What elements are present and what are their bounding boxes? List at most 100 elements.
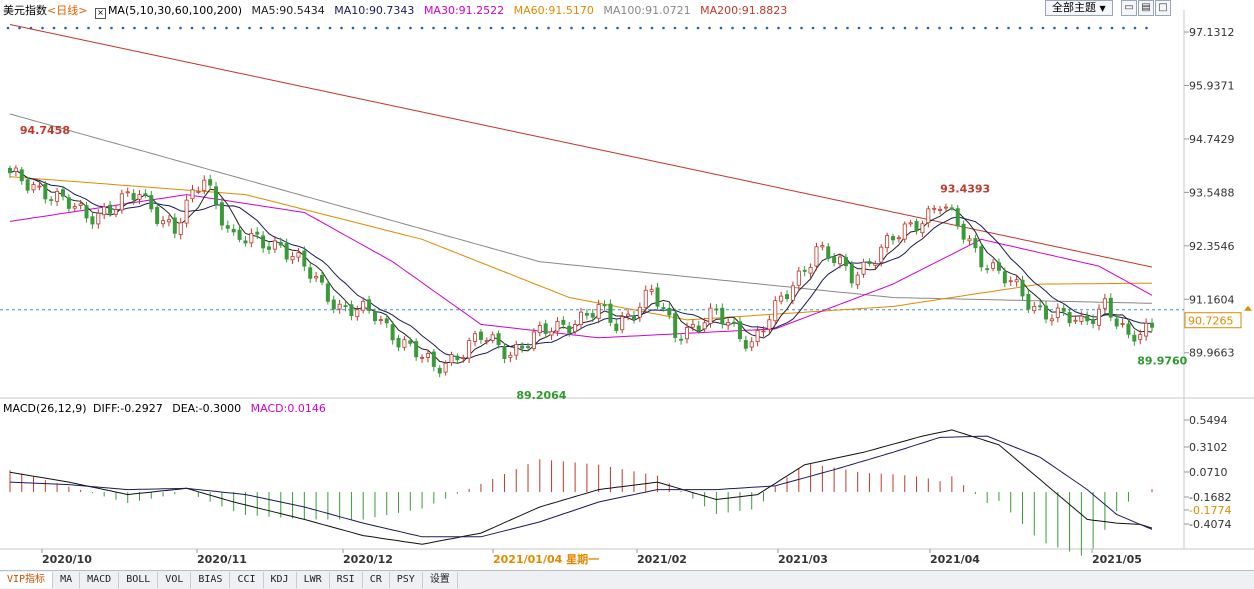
candle-body	[361, 300, 366, 311]
tab-10[interactable]: CR	[363, 572, 390, 588]
marker-dot	[972, 26, 976, 30]
candle-body	[420, 356, 425, 359]
tab-8[interactable]: LWR	[297, 572, 330, 588]
candle-body	[1061, 307, 1066, 312]
candle-body	[184, 199, 189, 224]
candle-body	[1079, 315, 1084, 322]
candle-body	[431, 351, 436, 367]
tab-2[interactable]: MACD	[80, 572, 120, 588]
tab-5[interactable]: BIAS	[191, 572, 231, 588]
marker-dot	[317, 26, 320, 30]
candle-body	[325, 283, 330, 302]
theme-dropdown[interactable]: 全部主题 ▼	[1045, 0, 1113, 16]
period-label[interactable]: <日线>	[47, 4, 88, 17]
marker-dot	[662, 26, 665, 30]
candle-body	[90, 216, 95, 225]
price-tick-label: 93.5488	[1189, 186, 1235, 199]
candle-body	[161, 220, 166, 225]
candle-body	[302, 250, 307, 267]
chart-canvas[interactable]: 97.1312 95.9371 94.7429 93.5488 92.3546 91.16…	[0, 0, 1254, 570]
candle-body	[537, 325, 542, 334]
marker-dot	[1076, 26, 1079, 30]
restore-icon[interactable]: ▭	[1121, 0, 1137, 16]
candle-body	[102, 206, 107, 216]
marker-dot	[869, 26, 872, 30]
marker-dot	[696, 26, 700, 30]
price-tick-label: 89.9663	[1189, 347, 1235, 360]
candle-body	[1138, 334, 1143, 340]
candle-body	[166, 219, 171, 223]
candle-body	[384, 318, 389, 324]
marker-dot	[1087, 26, 1091, 30]
candle-body	[949, 207, 954, 210]
candle-body	[720, 307, 725, 325]
candle-body	[396, 337, 401, 348]
time-label: 2021/05	[1092, 553, 1142, 566]
maximize-icon[interactable]: □	[1155, 0, 1171, 16]
candle-body	[108, 204, 113, 214]
marker-dot	[524, 26, 527, 30]
candle-body	[979, 246, 984, 268]
candle-body	[290, 256, 295, 261]
candle-body	[890, 236, 895, 241]
tile-icon[interactable]: ▤	[1138, 0, 1154, 16]
marker-dot	[1110, 26, 1114, 30]
time-label: 2021/03	[778, 553, 828, 566]
candle-body	[1055, 307, 1060, 318]
macd-label: MACD(26,12,9)	[3, 402, 87, 415]
marker-dot	[1145, 26, 1148, 30]
candle-body	[1126, 323, 1131, 335]
tab-3[interactable]: BOLL	[119, 572, 159, 588]
candle-body	[1097, 308, 1102, 326]
marker-dot	[455, 26, 458, 30]
candle-body	[219, 202, 224, 226]
candle-body	[849, 263, 854, 284]
marker-dot	[144, 26, 148, 30]
tab-11[interactable]: PSY	[390, 572, 423, 588]
candle-body	[726, 322, 731, 326]
marker-dot	[581, 26, 585, 30]
marker-dot	[386, 26, 389, 30]
macd-tick-label: 0.0710	[1189, 466, 1228, 479]
tab-1[interactable]: MA	[53, 572, 81, 588]
marker-dot	[570, 26, 573, 30]
marker-dot	[593, 26, 596, 30]
candle-body	[531, 331, 536, 349]
marker-dot	[915, 26, 918, 30]
candle-body	[19, 169, 24, 182]
candle-body	[355, 309, 360, 318]
annotation-high-1: 94.7458	[20, 124, 70, 137]
tab-6[interactable]: CCI	[230, 572, 264, 588]
candle-body	[319, 275, 324, 283]
marker-dot	[1122, 26, 1125, 30]
ma10-value: MA10:90.7343	[334, 4, 415, 17]
candle-body	[190, 189, 195, 200]
candle-body	[261, 235, 266, 249]
tab-4[interactable]: VOL	[158, 572, 192, 588]
marker-dot	[328, 26, 332, 30]
current-price-box	[1184, 312, 1242, 329]
candle-body	[896, 237, 901, 240]
marker-dot	[639, 26, 642, 30]
marker-dot	[6, 26, 10, 30]
tab-0[interactable]: VIP指标	[0, 572, 54, 588]
candle-body	[196, 190, 201, 193]
marker-dot	[432, 26, 435, 30]
marker-dot	[87, 26, 90, 30]
marker-dot	[443, 26, 447, 30]
tab-9[interactable]: RSI	[330, 572, 363, 588]
marker-dot	[1041, 26, 1045, 30]
candle-body	[1032, 306, 1037, 312]
candle-body	[1132, 334, 1137, 342]
candle-body	[649, 289, 654, 292]
marker-dot	[846, 26, 849, 30]
marker-dot	[765, 26, 769, 30]
candle-body	[202, 179, 207, 191]
candle-body	[502, 346, 507, 359]
ma-settings-icon[interactable]: ×	[94, 8, 106, 19]
tab-7[interactable]: KDJ	[264, 572, 297, 588]
candle-body	[755, 330, 760, 343]
ma100-value: MA100:91.0721	[603, 4, 691, 17]
tab-12[interactable]: 设置	[423, 572, 458, 588]
symbol-title: 美元指数	[3, 4, 47, 17]
